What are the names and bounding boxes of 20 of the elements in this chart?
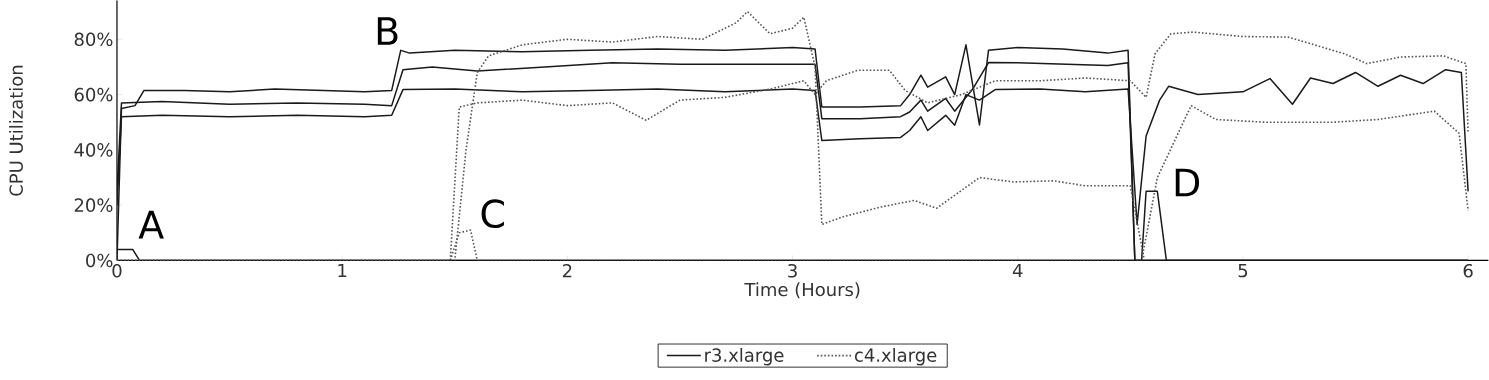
y-tick-label: 60% [74, 87, 113, 102]
legend-label: c4.xlarge [854, 347, 937, 366]
annotation: D [1175, 168, 1200, 197]
x-tick-label: 0 [112, 263, 122, 278]
x-tick-label: 2 [562, 263, 572, 278]
y-tick-label: 40% [74, 142, 113, 157]
y-tick-label: 80% [74, 32, 113, 46]
x-tick-label: 6 [1463, 263, 1473, 278]
x-axis-title: Time (Hours) [744, 282, 860, 299]
x-tick-label: 4 [1012, 263, 1023, 277]
legend-label: r3.xlarge [705, 347, 784, 366]
annotation: A [138, 210, 164, 239]
x-tick-label: 3 [788, 263, 797, 278]
annotation: B [377, 16, 398, 45]
x-tick-label: 5 [1238, 263, 1248, 278]
y-tick-label: 0% [86, 253, 113, 268]
y-tick-label: 20% [74, 198, 113, 212]
x-tick-label: 1 [338, 263, 347, 277]
annotation: C [481, 199, 504, 228]
y-axis-title: CPU Utilization [9, 65, 23, 196]
